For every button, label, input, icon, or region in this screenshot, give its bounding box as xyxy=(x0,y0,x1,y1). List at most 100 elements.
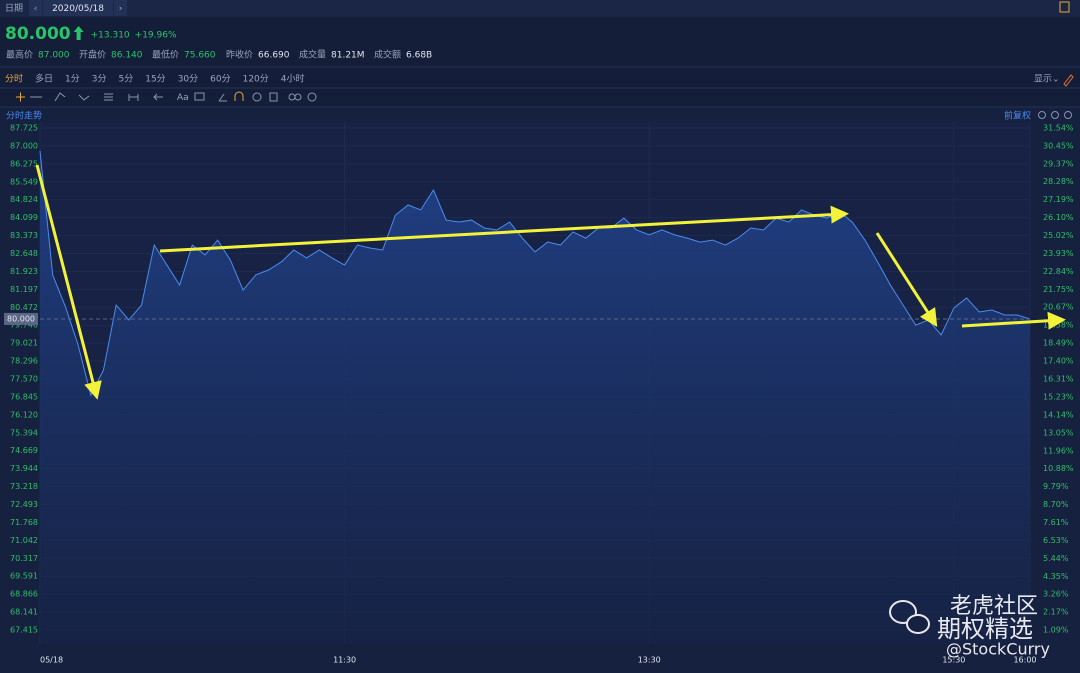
date-value: 2020/05/18 xyxy=(52,4,104,14)
x-tick-label: 16:00 xyxy=(1013,656,1036,665)
y-tick-label: 82.648 xyxy=(10,249,38,258)
y-tick-label: 71.042 xyxy=(10,536,38,545)
y-tick-label: 84.099 xyxy=(10,213,38,222)
display-button[interactable]: 显示 xyxy=(1034,74,1052,85)
edit-icon[interactable] xyxy=(1063,74,1074,87)
wave-tool[interactable] xyxy=(78,94,90,101)
x-tick-label: 15:30 xyxy=(942,656,965,665)
period-tab[interactable]: 1分 xyxy=(65,74,80,85)
y2-tick-label: 30.45% xyxy=(1043,141,1074,150)
reset-icon[interactable] xyxy=(1038,111,1046,119)
y-tick-label: 75.394 xyxy=(10,428,38,437)
reference-label: 80.000 xyxy=(7,314,35,323)
y-tick-label: 84.824 xyxy=(10,195,38,204)
period-tab[interactable]: 分时 xyxy=(5,73,23,85)
period-tab[interactable]: 多日 xyxy=(35,73,53,85)
y-tick-label: 85.549 xyxy=(10,177,38,186)
y2-tick-label: 23.93% xyxy=(1043,249,1074,258)
period-tab[interactable]: 3分 xyxy=(92,74,107,85)
arrow xyxy=(875,232,938,328)
y-tick-label: 87.725 xyxy=(10,124,38,133)
period-tab[interactable]: 4小时 xyxy=(281,73,305,85)
y2-tick-label: 15.23% xyxy=(1043,392,1074,401)
watermark-line2: 期权精选 xyxy=(937,615,1033,643)
stat-value: 81.21M xyxy=(331,51,365,61)
next-day-button[interactable] xyxy=(114,0,127,16)
x-tick-label: 05/18 xyxy=(40,656,63,665)
y-tick-label: 77.570 xyxy=(10,375,38,384)
y-tick-label: 68.141 xyxy=(10,608,38,617)
delete-tool[interactable] xyxy=(269,92,278,102)
adjustment-mode[interactable]: 前复权 xyxy=(1004,110,1031,122)
period-tab[interactable]: 120分 xyxy=(243,74,269,85)
arrow-tool[interactable] xyxy=(153,93,163,101)
stat-label: 开盘价 xyxy=(79,49,106,61)
y-tick-label: 71.768 xyxy=(10,518,38,527)
arrow xyxy=(159,205,849,253)
y2-tick-label: 18.49% xyxy=(1043,339,1074,348)
prev-day-button[interactable] xyxy=(29,0,42,16)
stat-label: 最高价 xyxy=(6,49,33,61)
stat-value: 66.690 xyxy=(258,51,290,61)
period-tab[interactable]: 30分 xyxy=(178,74,198,85)
magnet-tool[interactable] xyxy=(234,91,244,101)
stat-label: 成交量 xyxy=(299,49,326,61)
stat-label: 成交额 xyxy=(374,49,401,61)
annotation-arrows xyxy=(35,164,1066,400)
move-tool[interactable] xyxy=(16,92,25,102)
y2-tick-label: 5.44% xyxy=(1043,554,1069,563)
range-tool[interactable] xyxy=(128,94,139,101)
y-tick-label: 70.317 xyxy=(10,554,38,563)
y2-tick-label: 1.09% xyxy=(1043,626,1069,635)
date-label: 日期 xyxy=(5,3,23,14)
y2-tick-label: 25.02% xyxy=(1043,231,1074,240)
price-change-pct: +19.96% xyxy=(135,31,177,41)
y2-tick-label: 9.79% xyxy=(1043,482,1069,491)
y2-tick-label: 22.84% xyxy=(1043,267,1074,276)
y2-tick-label: 20.67% xyxy=(1043,303,1074,312)
period-tab[interactable]: 60分 xyxy=(210,74,230,85)
y-tick-label: 81.923 xyxy=(10,267,38,276)
y2-tick-label: 8.70% xyxy=(1043,500,1069,509)
angle-tool[interactable] xyxy=(218,93,227,102)
y2-tick-label: 21.75% xyxy=(1043,285,1074,294)
y2-tick-label: 28.28% xyxy=(1043,177,1074,186)
prev-icon: ‹ xyxy=(34,4,38,14)
arrow xyxy=(35,164,102,400)
fib-tool[interactable] xyxy=(104,93,113,101)
y2-tick-label: 31.54% xyxy=(1043,124,1074,133)
trend-tool[interactable] xyxy=(54,92,66,102)
chart-title: 分时走势 xyxy=(6,110,42,122)
zoom-out-icon[interactable] xyxy=(1051,111,1059,119)
y2-tick-label: 14.14% xyxy=(1043,410,1074,419)
zoom-in-icon[interactable] xyxy=(1064,111,1072,119)
price-change: +13.310 xyxy=(91,31,130,41)
y2-tick-label: 3.26% xyxy=(1043,590,1069,599)
stat-value: 6.68B xyxy=(406,51,432,61)
period-tab[interactable]: 5分 xyxy=(119,74,134,85)
price-line xyxy=(39,150,1031,397)
note-tool[interactable] xyxy=(194,92,205,101)
y2-tick-label: 10.88% xyxy=(1043,464,1074,473)
hide-tool[interactable] xyxy=(252,92,262,102)
stat-value: 75.660 xyxy=(184,51,216,61)
stat-label: 最低价 xyxy=(152,49,179,61)
expand-icon[interactable] xyxy=(1059,1,1070,13)
y-tick-label: 79.746 xyxy=(10,321,38,330)
y2-tick-label: 4.35% xyxy=(1043,572,1069,581)
y-tick-label: 79.021 xyxy=(10,339,38,348)
period-tab[interactable]: 15分 xyxy=(145,74,165,85)
x-tick-label: 13:30 xyxy=(638,656,661,665)
y2-tick-label: 11.96% xyxy=(1043,446,1074,455)
date-bar xyxy=(0,0,1080,17)
last-price: 80.000 xyxy=(5,24,71,44)
next-icon: › xyxy=(119,4,123,14)
settings-tool[interactable] xyxy=(307,92,317,102)
date-picker[interactable] xyxy=(43,0,113,16)
up-arrow xyxy=(73,26,84,40)
y2-tick-label: 26.10% xyxy=(1043,213,1074,222)
y-tick-label: 80.472 xyxy=(10,303,38,312)
y2-tick-label: 2.17% xyxy=(1043,608,1069,617)
text-tool[interactable]: Aa xyxy=(177,93,189,103)
